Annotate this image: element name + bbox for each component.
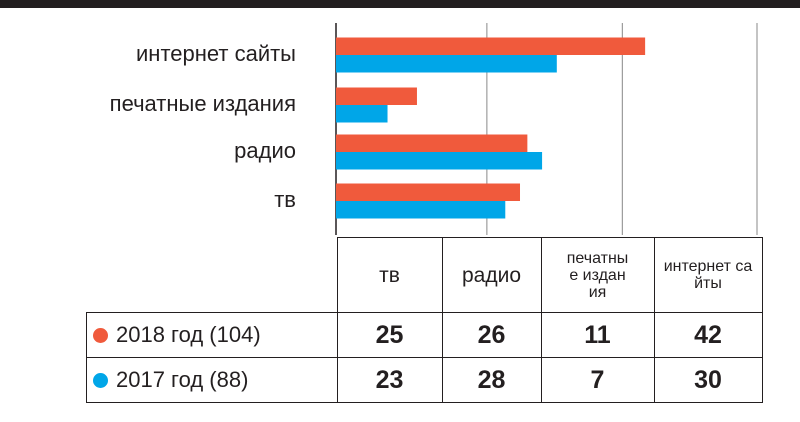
bar xyxy=(336,55,557,73)
top-rule xyxy=(0,0,800,8)
header-text: печатные издания xyxy=(566,249,629,301)
header-text: тв xyxy=(379,263,400,287)
value-cell: 26 xyxy=(441,312,542,358)
series-row: 2018 год (104) 25 26 11 42 xyxy=(86,312,763,358)
series-row: 2017 год (88) 23 28 7 30 xyxy=(86,357,763,403)
category-label: радио xyxy=(234,138,296,163)
bar xyxy=(336,105,388,123)
data-table: тв радио печатные издания интернет сайты 201… xyxy=(86,237,763,403)
bar xyxy=(336,201,506,219)
legend-label: 2018 год (104) xyxy=(116,322,261,347)
value-cell: 7 xyxy=(540,357,655,403)
legend-label: 2017 год (88) xyxy=(116,367,249,392)
value-cell: 25 xyxy=(336,312,443,358)
bar xyxy=(336,134,528,152)
header-row: тв радио печатные издания интернет сайты xyxy=(86,237,763,313)
value-cell: 11 xyxy=(540,312,655,358)
category-label: печатные издания xyxy=(110,91,296,116)
value-cell: 42 xyxy=(653,312,763,358)
value-cell: 28 xyxy=(441,357,542,403)
empty-cell xyxy=(86,237,338,313)
column-header: интернет сайты xyxy=(653,237,763,313)
column-header: тв xyxy=(336,237,443,313)
legend-cell: 2017 год (88) xyxy=(86,357,338,403)
bar xyxy=(336,37,646,55)
legend-cell: 2018 год (104) xyxy=(86,312,338,358)
bar xyxy=(336,87,417,105)
value-cell: 30 xyxy=(653,357,763,403)
header-text: радио xyxy=(461,263,522,287)
legend-dot xyxy=(93,373,108,388)
column-header: печатные издания xyxy=(540,237,655,313)
header-text: интернет сайты xyxy=(663,258,753,292)
category-label: интернет сайты xyxy=(136,41,296,66)
value-cell: 23 xyxy=(336,357,443,403)
legend-dot xyxy=(93,328,108,343)
bar xyxy=(336,152,543,170)
category-label: тв xyxy=(274,187,296,212)
column-header: радио xyxy=(441,237,542,313)
bar xyxy=(336,183,521,201)
